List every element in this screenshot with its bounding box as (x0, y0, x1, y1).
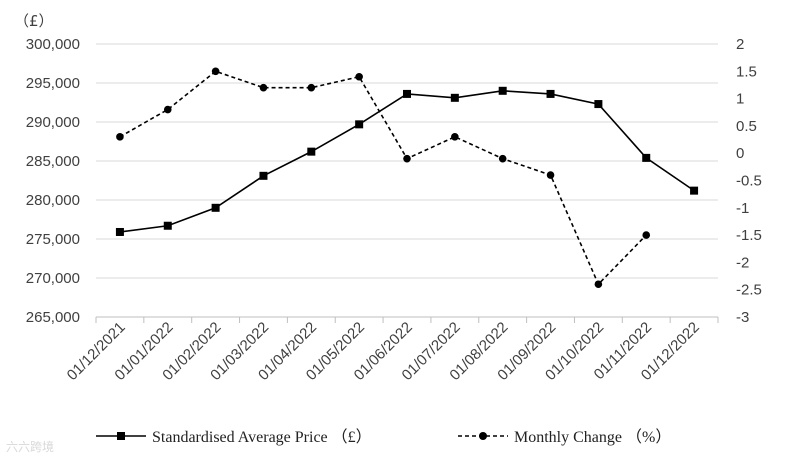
data-point-price (259, 171, 268, 180)
x-tick-marks (95, 317, 719, 323)
y-tick-label: 290,000 (26, 114, 80, 131)
x-axis-ticks: 01/12/202101/01/202201/02/202201/03/2022… (64, 319, 703, 384)
y-axis-unit-label: （£） (14, 12, 54, 30)
data-point-change (546, 171, 555, 179)
legend-item-price: Standardised Average Price （£） (96, 428, 372, 446)
series-line-1 (119, 70, 647, 286)
data-point-change (259, 83, 268, 92)
y-tick-label: 295,000 (26, 75, 80, 92)
data-point-price (163, 221, 172, 230)
y2-tick-label: 0.5 (736, 118, 757, 135)
y-tick-label: 300,000 (26, 36, 80, 53)
y-axis-right-ticks: -3 -2.5 -2 -1.5 -1 -0.5 0 0.5 1 1.5 2 (736, 36, 762, 326)
y-tick-label: 275,000 (26, 231, 80, 248)
series-markers (115, 67, 699, 289)
y2-tick-label: -0.5 (736, 173, 762, 190)
y-tick-label: 265,000 (26, 309, 80, 326)
y2-tick-label: 1.5 (736, 63, 757, 80)
y-tick-label: 270,000 (26, 270, 80, 287)
legend-item-change: Monthly Change （%） (458, 428, 671, 446)
data-point-price (355, 120, 364, 129)
data-point-price (211, 203, 220, 212)
y2-tick-label: -3 (736, 309, 749, 326)
y-tick-label: 280,000 (26, 192, 80, 209)
legend: Standardised Average Price （£） Monthly C… (96, 428, 671, 446)
legend-change-label: Monthly Change （%） (514, 428, 671, 446)
data-point-price (403, 89, 411, 98)
data-point-price (594, 100, 603, 109)
data-point-price (642, 153, 651, 162)
data-point-price (498, 86, 507, 95)
data-point-change (163, 105, 172, 114)
y2-tick-label: -2 (736, 254, 749, 271)
data-point-change (355, 72, 363, 81)
legend-price-label: Standardised Average Price （£） (152, 428, 372, 446)
y2-tick-label: -1.5 (736, 227, 762, 244)
y-axis-left-ticks: 265,000 270,000 275,000 280,000 285,000 290,0… (26, 36, 80, 326)
series-lines (119, 70, 695, 286)
data-point-change (498, 154, 507, 163)
y2-tick-label: 1 (736, 91, 744, 108)
data-point-price (115, 227, 124, 236)
watermark: 六六跨境 (6, 440, 55, 454)
data-point-change (307, 83, 316, 92)
data-point-change (116, 133, 124, 141)
data-point-change (594, 280, 603, 289)
data-point-change (403, 154, 411, 163)
y2-tick-label: -2.5 (736, 282, 762, 299)
y-tick-label: 285,000 (26, 153, 80, 170)
y2-tick-label: 2 (736, 36, 744, 53)
data-point-price (546, 89, 555, 98)
y2-tick-label: -1 (736, 200, 749, 217)
data-point-price (307, 147, 316, 156)
y2-tick-label: 0 (736, 145, 744, 162)
gridlines (96, 43, 718, 279)
legend-price-marker (117, 432, 125, 440)
data-point-price (450, 93, 459, 102)
data-point-change (642, 231, 651, 239)
legend-change-marker (479, 432, 487, 440)
data-point-price (690, 186, 699, 195)
data-point-change (211, 67, 220, 76)
data-point-change (451, 133, 459, 141)
